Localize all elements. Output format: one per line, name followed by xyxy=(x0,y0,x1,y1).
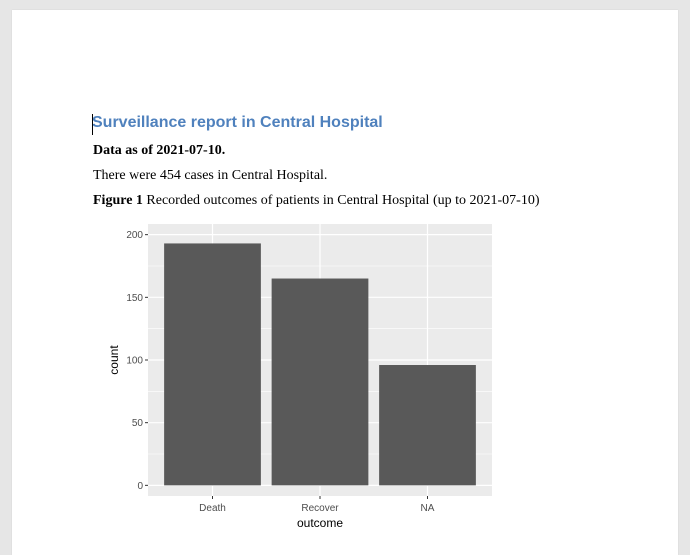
y-tick-label: 100 xyxy=(126,356,143,367)
figure-caption-text: Recorded outcomes of patients in Central… xyxy=(146,193,540,208)
figure-label: Figure 1 xyxy=(93,193,143,208)
bar-death xyxy=(164,243,261,486)
x-tick-label: Recover xyxy=(301,503,339,514)
outcome-bar-chart[interactable]: 0 50 100 150 200 Death Recover NA count outcom… xyxy=(98,218,498,543)
y-tick-label: 0 xyxy=(137,481,143,492)
y-tick-label: 150 xyxy=(126,293,143,304)
report-title[interactable]: Surveillance report in Central Hospital xyxy=(92,114,383,131)
bar-recover xyxy=(271,278,369,486)
x-tick-label: Death xyxy=(199,503,226,514)
x-tick-label: NA xyxy=(421,503,435,514)
data-date-line[interactable]: Data as of 2021-07-10. xyxy=(93,143,226,158)
y-tick-label: 200 xyxy=(126,230,143,241)
document-page: Surveillance report in Central Hospital … xyxy=(12,10,678,555)
x-axis-title: outcome xyxy=(297,516,343,530)
bar-na xyxy=(379,365,476,486)
case-summary-line[interactable]: There were 454 cases in Central Hospital… xyxy=(93,168,328,183)
y-tick-label: 50 xyxy=(132,418,144,429)
figure-caption-line[interactable]: Figure 1 Recorded outcomes of patients i… xyxy=(93,193,540,209)
text-cursor xyxy=(92,114,93,135)
y-axis-title: count xyxy=(107,345,121,375)
